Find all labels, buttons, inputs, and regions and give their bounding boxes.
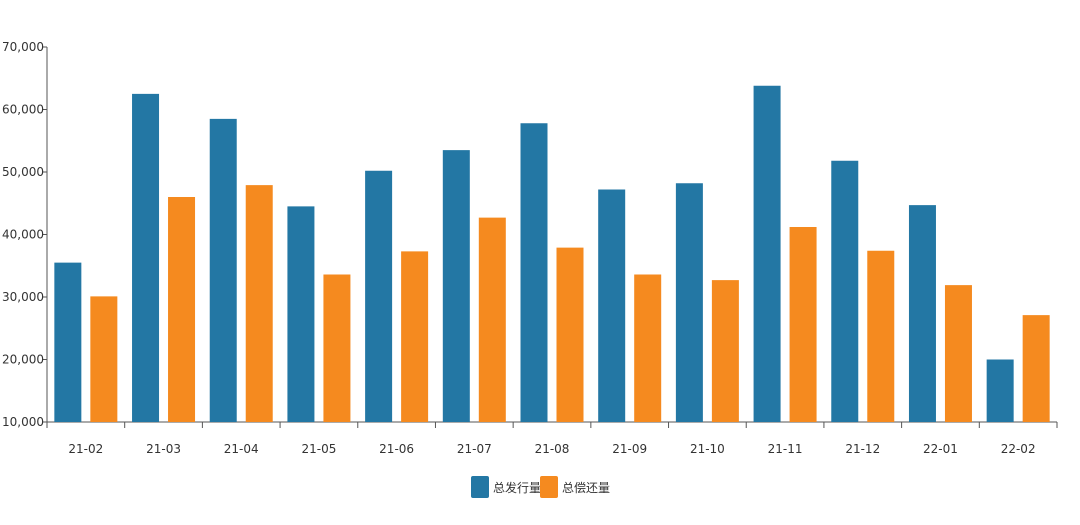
x-tick-label: 21-11 [768, 442, 803, 456]
bar-issuance-21-03[interactable] [132, 93, 160, 422]
legend-item-issuance[interactable]: 总发行量 [471, 476, 541, 498]
y-tick-label: 60,000 [2, 103, 44, 117]
bar-issuance-21-02[interactable] [54, 262, 82, 422]
x-tick-label: 21-12 [845, 442, 880, 456]
bar-repayment-21-07[interactable] [478, 217, 506, 422]
y-tick-label: 40,000 [2, 228, 44, 242]
bar-issuance-21-09[interactable] [598, 189, 626, 423]
x-axis: 21-02 21-03 21-04 21-05 21-06 21-07 21-08 21-09… [46, 421, 1058, 456]
x-tick-label: 21-03 [146, 442, 181, 456]
x-tick-label: 22-02 [1001, 442, 1036, 456]
legend-label: 总发行量 [493, 480, 541, 495]
x-tick-label: 21-04 [224, 442, 259, 456]
bar-issuance-22-01[interactable] [908, 205, 936, 422]
bar-repayment-21-03[interactable] [168, 197, 196, 422]
legend-swatch [540, 476, 558, 498]
bar-issuance-21-08[interactable] [520, 123, 548, 422]
legend-item-repayment[interactable]: 总偿还量 [540, 476, 610, 498]
bar-repayment-21-02[interactable] [90, 296, 118, 422]
bar-repayment-22-02[interactable] [1022, 315, 1050, 422]
x-tick-label: 21-07 [457, 442, 492, 456]
y-axis: 10,000 20,000 30,000 40,000 50,000 60,000 70,0… [2, 40, 48, 429]
bar-issuance-22-02[interactable] [986, 359, 1014, 423]
bars-group [54, 85, 1050, 423]
bar-repayment-21-09[interactable] [634, 274, 662, 423]
x-tick-label: 21-09 [612, 442, 647, 456]
bar-repayment-21-12[interactable] [867, 250, 895, 422]
y-tick-label: 70,000 [2, 40, 44, 54]
bar-issuance-21-07[interactable] [442, 150, 470, 422]
bar-issuance-21-10[interactable] [675, 183, 703, 422]
legend-label: 总偿还量 [562, 480, 610, 495]
bar-repayment-21-05[interactable] [323, 274, 351, 423]
x-tick-label: 21-08 [535, 442, 570, 456]
y-tick-label: 20,000 [2, 353, 44, 367]
bar-issuance-21-11[interactable] [753, 85, 781, 422]
x-tick-label: 21-10 [690, 442, 725, 456]
bar-repayment-21-04[interactable] [245, 185, 273, 422]
bar-repayment-21-10[interactable] [711, 280, 739, 422]
bar-issuance-21-12[interactable] [831, 160, 859, 422]
x-tick-label: 21-05 [301, 442, 336, 456]
y-tick-label: 50,000 [2, 165, 44, 179]
bar-issuance-21-05[interactable] [287, 206, 315, 422]
bar-issuance-21-04[interactable] [209, 118, 237, 422]
x-tick-label: 22-01 [923, 442, 958, 456]
y-tick-label: 10,000 [2, 415, 44, 429]
legend-swatch [471, 476, 489, 498]
bar-repayment-21-08[interactable] [556, 247, 584, 422]
bar-repayment-21-11[interactable] [789, 227, 817, 422]
bar-repayment-21-06[interactable] [401, 251, 429, 422]
legend[interactable]: 总发行量 总偿还量 [471, 476, 610, 498]
bar-repayment-22-01[interactable] [944, 285, 972, 422]
x-tick-label: 21-06 [379, 442, 414, 456]
x-tick-label: 21-02 [68, 442, 103, 456]
bar-issuance-21-06[interactable] [365, 170, 393, 422]
y-tick-label: 30,000 [2, 290, 44, 304]
